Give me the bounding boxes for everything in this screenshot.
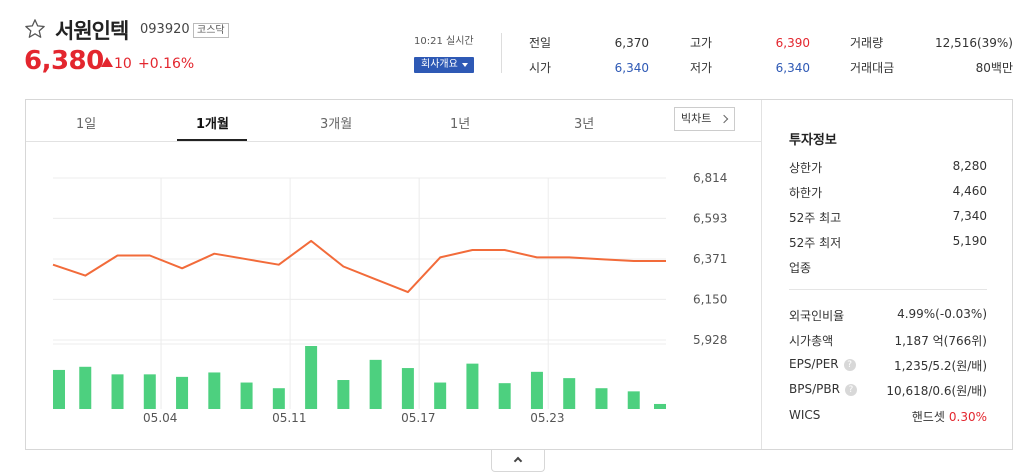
volume-bar [272, 388, 285, 409]
invest-label: 상한가 [789, 161, 823, 175]
volume-bar [208, 372, 221, 409]
realtime-label: 10:21 실시간 [414, 36, 474, 47]
stock-name: 서원인텍 [55, 19, 129, 43]
current-price: 6,380 [24, 46, 104, 76]
quote-label: 시가 [529, 61, 552, 75]
help-icon[interactable]: ? [843, 359, 856, 371]
panel-divider [761, 100, 762, 449]
invest-label: 52주 최저 [789, 236, 842, 250]
chart-panel: 1일 1개월 3개월 1년 3년 빅차트 6,814 6,593 6,371 6,15… [25, 99, 1013, 450]
quote-value: 6,340 [614, 61, 649, 75]
period-tabs: 1일 1개월 3개월 1년 3년 빅차트 [26, 100, 761, 142]
big-chart-button[interactable]: 빅차트 [674, 107, 735, 131]
company-overview-label: 회사개요 [421, 59, 458, 70]
volume-bar [240, 382, 253, 409]
y-tick-label: 6,150 [693, 292, 727, 306]
chevron-up-icon [513, 456, 523, 466]
price-line [52, 239, 666, 294]
invest-label: 업종 [789, 261, 812, 275]
invest-value: 10,618/0.6(원/배) [886, 384, 987, 398]
invest-label: BPS/PBR? [789, 382, 857, 396]
invest-label: 외국인비율 [789, 307, 844, 324]
invest-value: 1,235/5.2(원/배) [894, 359, 987, 373]
big-chart-label: 빅차트 [681, 112, 712, 125]
y-tick-label: 6,814 [693, 171, 727, 185]
invest-info-title: 투자정보 [789, 133, 837, 148]
price-change: 10 [114, 56, 132, 72]
price-change-rate: +0.16% [138, 56, 195, 72]
tab-3year[interactable]: 3년 [574, 117, 595, 132]
stock-code: 093920 [140, 22, 190, 37]
quote-label: 저가 [690, 61, 713, 75]
invest-label-text: 시가총액 [789, 334, 834, 348]
volume-bar [79, 366, 92, 409]
header-divider [501, 33, 502, 73]
volume-bar [563, 378, 576, 409]
market-badge: 코스닥 [193, 23, 229, 38]
volume-bar [143, 374, 156, 409]
tab-1day[interactable]: 1일 [76, 117, 97, 132]
volume-bar [305, 346, 318, 409]
quote-label: 거래대금 [850, 61, 895, 75]
help-icon[interactable]: ? [844, 384, 857, 396]
invest-label: 시가총액 [789, 332, 833, 349]
x-tick-label: 05.11 [272, 411, 306, 425]
invest-label: 하한가 [789, 186, 823, 200]
wics-rate: 0.30% [948, 410, 987, 424]
volume-bar [466, 363, 479, 409]
volume-bar [176, 376, 189, 409]
volume-bar [111, 374, 124, 409]
volume-bar [53, 369, 65, 409]
volume-bar [498, 383, 511, 409]
invest-divider [789, 289, 987, 290]
volume-bar [337, 380, 350, 409]
invest-value: 4.99%(-0.03%) [897, 307, 987, 321]
x-tick-label: 05.23 [530, 411, 564, 425]
volume-bar [654, 403, 666, 409]
volume-bar [627, 391, 640, 409]
invest-value: 1,187 억(766위) [894, 334, 987, 348]
invest-value: 8,280 [952, 159, 987, 173]
x-tick-label: 05.04 [143, 411, 177, 425]
volume-bar [595, 388, 608, 409]
star-icon[interactable] [24, 18, 46, 40]
y-tick-label: 6,371 [693, 252, 727, 266]
volume-bar [530, 371, 543, 409]
wics-value: 핸드셋 0.30% [912, 408, 987, 425]
invest-label-text: 외국인비율 [789, 309, 845, 323]
quote-label: 전일 [529, 36, 552, 50]
tab-3month[interactable]: 3개월 [320, 117, 353, 132]
invest-value: 7,340 [952, 209, 987, 223]
up-arrow-icon [101, 57, 113, 67]
volume-bar [401, 368, 414, 409]
quote-label: 고가 [690, 36, 713, 50]
quote-label: 거래량 [850, 36, 884, 50]
y-tick-label: 6,593 [693, 211, 727, 225]
wics-sector[interactable]: 핸드셋 [911, 410, 945, 424]
tab-1year[interactable]: 1년 [450, 117, 471, 132]
quote-value: 6,340 [775, 61, 810, 75]
invest-label: EPS/PER? [789, 357, 856, 371]
active-tab-indicator [177, 139, 247, 141]
quote-value: 6,390 [775, 36, 810, 50]
invest-label-text: BPS/PBR [789, 382, 840, 396]
expand-toggle-button[interactable] [491, 450, 545, 472]
caret-down-icon [462, 63, 468, 67]
x-tick-label: 05.17 [401, 411, 435, 425]
tab-1month[interactable]: 1개월 [196, 117, 229, 132]
quote-value: 12,516(39%) [934, 36, 1013, 50]
quote-value: 80백만 [975, 61, 1013, 75]
invest-label-text: EPS/PER [789, 357, 839, 371]
volume-bar [369, 359, 382, 409]
quote-value: 6,370 [614, 36, 649, 50]
invest-value: 4,460 [952, 184, 987, 198]
y-tick-label: 5,928 [693, 333, 727, 347]
price-chart[interactable]: 6,814 6,593 6,371 6,150 5,928 05.04 05.11 05.17… [26, 100, 761, 449]
company-overview-button[interactable]: 회사개요 [414, 57, 474, 73]
invest-label: 52주 최고 [789, 211, 842, 225]
invest-value: 5,190 [952, 234, 987, 248]
wics-label: WICS [789, 408, 821, 422]
volume-bar [434, 382, 447, 409]
